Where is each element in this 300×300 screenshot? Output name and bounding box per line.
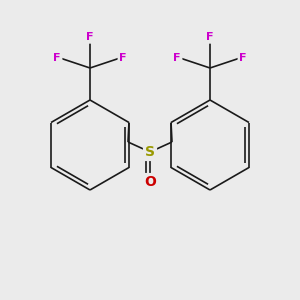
Text: O: O xyxy=(144,175,156,189)
Text: F: F xyxy=(173,53,181,63)
Text: S: S xyxy=(145,145,155,159)
Text: F: F xyxy=(239,53,247,63)
Text: F: F xyxy=(119,53,127,63)
Text: F: F xyxy=(86,32,94,42)
Text: F: F xyxy=(206,32,214,42)
Text: F: F xyxy=(53,53,61,63)
